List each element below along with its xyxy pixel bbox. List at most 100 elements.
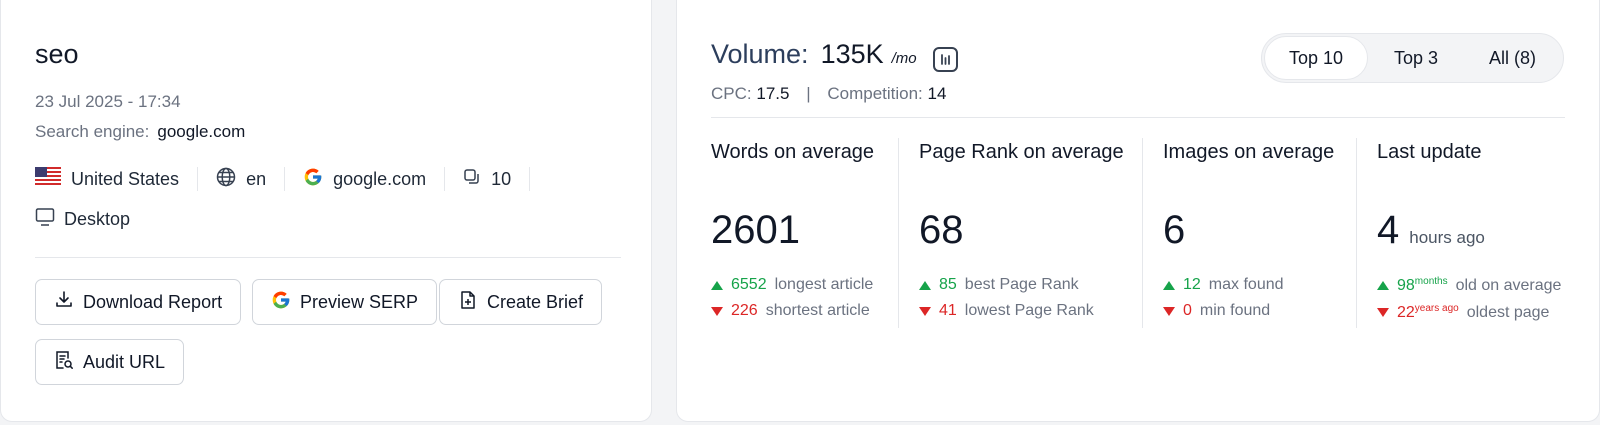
divider — [1356, 138, 1357, 328]
copy-icon — [463, 168, 481, 191]
google-icon — [271, 290, 291, 315]
words-stat: Words on average 2601 6552 longest artic… — [711, 138, 891, 328]
language-label: en — [246, 168, 267, 189]
device-item: Desktop — [35, 207, 130, 232]
images-heading: Images on average — [1163, 141, 1335, 163]
page-rank-value: 68 — [919, 208, 964, 252]
competition-value: 14 — [927, 84, 947, 103]
page-rank-best-value: 85 — [939, 276, 957, 293]
cpc-value: 17.5 — [756, 84, 790, 103]
age-oldest-label: oldest page — [1466, 303, 1550, 321]
page-rank-stat: Page Rank on average 68 85 best Page Ran… — [919, 138, 1139, 328]
arrow-down-icon — [1163, 306, 1175, 316]
volume-row: Volume: 135K /mo — [711, 39, 958, 72]
monitor-icon — [35, 207, 55, 232]
last-update-stat: Last update 4 hours ago 98months old on … — [1377, 138, 1577, 328]
bar-chart-icon[interactable] — [932, 47, 958, 72]
arrow-up-icon — [919, 280, 931, 290]
last-update-heading: Last update — [1377, 141, 1482, 163]
divider — [898, 138, 899, 328]
words-shortest: 226 shortest article — [711, 302, 891, 320]
last-update-value: 4 — [1377, 208, 1400, 252]
download-icon — [54, 290, 74, 315]
tab-all[interactable]: All (8) — [1488, 47, 1536, 68]
age-average-number: 98 — [1397, 277, 1415, 294]
images-min-value: 0 — [1183, 302, 1192, 319]
country-label: United States — [71, 168, 180, 189]
last-update-suffix: hours ago — [1409, 228, 1485, 247]
results-count-label: 10 — [491, 168, 512, 189]
arrow-down-icon — [919, 306, 931, 316]
age-oldest-value: 22years ago — [1397, 303, 1459, 322]
words-longest-value: 6552 — [731, 276, 767, 293]
last-update-value-row: 4 hours ago — [1377, 208, 1577, 256]
results-count-item: 10 — [463, 167, 531, 191]
age-oldest: 22years ago oldest page — [1377, 303, 1577, 322]
page-rank-lowest-label: lowest Page Rank — [964, 302, 1094, 319]
images-max: 12 max found — [1163, 276, 1353, 294]
words-shortest-label: shortest article — [765, 302, 870, 319]
search-engine-row: Search engine: google.com — [35, 122, 245, 142]
age-oldest-unit: years ago — [1414, 303, 1459, 314]
competition-label: Competition: — [827, 84, 923, 103]
tab-top-3[interactable]: Top 3 — [1393, 47, 1439, 68]
cpc-row: CPC: 17.5 | Competition: 14 — [711, 84, 946, 104]
images-max-value: 12 — [1183, 276, 1201, 293]
age-average-value: 98months — [1397, 276, 1448, 295]
images-min: 0 min found — [1163, 302, 1353, 320]
download-report-button[interactable]: Download Report — [35, 279, 242, 325]
arrow-up-icon — [1377, 281, 1389, 290]
images-max-label: max found — [1208, 276, 1284, 293]
words-shortest-value: 226 — [731, 302, 758, 319]
serp-stats-card: Volume: 135K /mo CPC: 17.5 | Competition… — [676, 0, 1600, 422]
keyword-title: seo — [35, 39, 79, 69]
age-average-unit: months — [1414, 276, 1448, 287]
volume-value: 135K — [820, 39, 884, 69]
volume-unit: /mo — [891, 50, 917, 67]
preview-serp-label: Preview SERP — [300, 291, 419, 312]
domain-item: google.com — [303, 167, 446, 192]
create-brief-label: Create Brief — [487, 291, 584, 312]
images-value: 6 — [1163, 208, 1186, 252]
search-engine-value: google.com — [157, 122, 246, 141]
google-icon — [303, 167, 323, 192]
meta-row: United States en google.com — [35, 166, 548, 192]
arrow-down-icon — [1377, 308, 1389, 317]
age-average: 98months old on average — [1377, 276, 1577, 295]
divider — [711, 117, 1565, 118]
audit-url-label: Audit URL — [83, 351, 166, 372]
us-flag-icon — [35, 166, 61, 192]
page-rank-best: 85 best Page Rank — [919, 276, 1139, 294]
create-brief-button[interactable]: Create Brief — [439, 279, 603, 325]
globe-icon — [216, 167, 236, 192]
words-longest: 6552 longest article — [711, 276, 891, 294]
language-item: en — [216, 167, 286, 192]
country-item: United States — [35, 166, 199, 192]
tab-top-10[interactable]: Top 10 — [1264, 36, 1368, 80]
page-rank-lowest: 41 lowest Page Rank — [919, 302, 1139, 320]
age-average-label: old on average — [1455, 276, 1562, 294]
device-label: Desktop — [64, 209, 131, 229]
words-longest-label: longest article — [774, 276, 874, 293]
divider — [35, 257, 621, 258]
page-rank-lowest-value: 41 — [939, 302, 957, 319]
page-rank-heading: Page Rank on average — [919, 141, 1124, 163]
words-value: 2601 — [711, 208, 800, 252]
audit-url-button[interactable]: Audit URL — [35, 339, 185, 385]
document-search-icon — [54, 350, 74, 375]
domain-label: google.com — [333, 168, 427, 189]
arrow-up-icon — [711, 280, 723, 290]
keyword-info-card: seo 23 Jul 2025 - 17:34 Search engine: go… — [0, 0, 652, 422]
words-heading: Words on average — [711, 141, 875, 163]
preview-serp-button[interactable]: Preview SERP — [252, 279, 438, 325]
divider — [1142, 138, 1143, 328]
report-date: 23 Jul 2025 - 17:34 — [35, 92, 181, 111]
separator: | — [806, 84, 811, 103]
images-min-label: min found — [1199, 302, 1271, 319]
age-oldest-number: 22 — [1397, 304, 1415, 321]
arrow-down-icon — [711, 306, 723, 316]
file-plus-icon — [458, 290, 478, 315]
images-stat: Images on average 6 12 max found 0 min f… — [1163, 138, 1353, 328]
page-rank-best-label: best Page Rank — [964, 276, 1079, 293]
arrow-up-icon — [1163, 280, 1175, 290]
